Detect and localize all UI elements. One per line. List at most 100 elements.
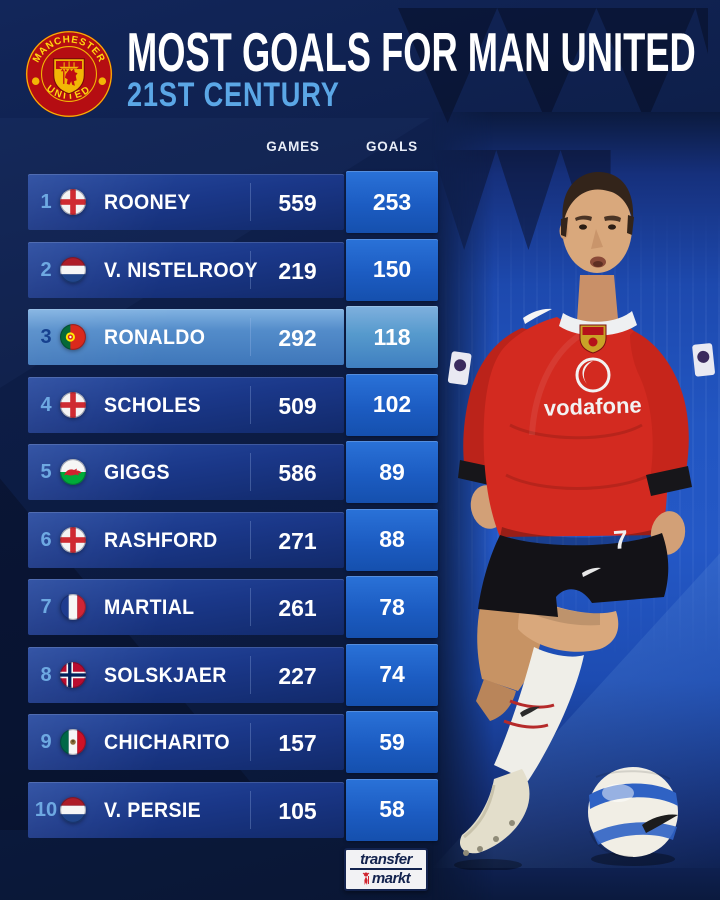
player-name: SOLSKJAER: [104, 663, 227, 687]
logo-divider: [350, 868, 422, 870]
table-row: 3 RONALDO 292 118: [28, 306, 440, 368]
flag-england-icon: [60, 189, 86, 215]
table-row: 2 V. NISTELROOY 219 150: [28, 238, 440, 301]
shirt-sponsor-logo: vodafone: [543, 357, 642, 421]
svg-text:vodafone: vodafone: [543, 392, 642, 420]
column-divider: [250, 318, 251, 356]
player-name: SCHOLES: [104, 393, 202, 417]
table-rows: 1 ROONEY 559 253 2 V. NISTELROOY 219 150 3 RONALD…: [28, 171, 440, 844]
goals-value: 78: [379, 593, 405, 620]
player-name: RONALDO: [104, 326, 206, 349]
goals-value-box: 118: [346, 306, 438, 368]
goals-value: 59: [379, 728, 405, 755]
goals-value-box: 89: [346, 441, 438, 503]
nation-flag: [60, 324, 86, 350]
transfermarkt-logo-line1: transfer: [360, 851, 412, 868]
goals-value: 253: [372, 188, 412, 215]
flag-norway-icon: [60, 661, 86, 688]
column-divider: [250, 453, 251, 491]
manchester-united-crest: MANCHESTER UNITED: [25, 30, 113, 118]
goals-value: 88: [379, 526, 405, 552]
rank-label: 4: [40, 393, 52, 416]
player-name: CHICHARITO: [104, 731, 230, 754]
goals-value: 89: [379, 458, 405, 485]
table-row: 1 ROONEY 559 253: [28, 171, 440, 233]
goals-value-box: 78: [346, 576, 438, 638]
games-value: 227: [278, 662, 317, 689]
column-divider: [250, 183, 251, 221]
nation-flag: [60, 594, 86, 620]
column-divider: [250, 385, 251, 424]
goals-value-box: 59: [346, 711, 438, 773]
column-divider: [250, 790, 251, 829]
devil-mascot-icon: [362, 872, 370, 885]
table-row: 7 MARTIAL 261 78: [28, 576, 440, 638]
column-header-goals: GOALS: [365, 139, 418, 154]
games-value: 261: [278, 595, 317, 621]
games-value: 219: [278, 257, 317, 284]
rank-label: 7: [40, 596, 52, 618]
flag-france-icon: [60, 594, 86, 620]
table-row: 6 RASHFORD 271 88: [28, 508, 440, 571]
flag-mexico-icon: [60, 729, 86, 755]
nike-swoosh-icon: [523, 308, 552, 324]
games-value: 105: [278, 797, 317, 824]
page-title: MOST GOALS FOR MAN UNITED: [127, 21, 696, 83]
nation-flag: [60, 526, 86, 553]
table-row: 10 V. PERSIE 105 58: [28, 778, 440, 841]
premier-league-badge: [692, 343, 715, 377]
games-value: 271: [278, 527, 317, 554]
table-row: 4 SCHOLES 509 102: [28, 373, 440, 436]
goals-value-box: 150: [346, 238, 438, 301]
transfermarkt-logo: transfer markt: [344, 848, 428, 891]
nation-flag: [60, 661, 86, 688]
player-name: MARTIAL: [104, 596, 195, 619]
column-divider: [250, 723, 251, 761]
column-divider: [250, 250, 251, 289]
player-name: ROONEY: [104, 191, 191, 214]
flag-england-icon: [60, 391, 86, 418]
rank-label: 1: [40, 191, 52, 213]
games-value: 559: [278, 190, 317, 216]
player-photo: vodafone 7: [447, 171, 715, 870]
shirt-number: 7: [612, 524, 629, 555]
nation-flag: [60, 391, 86, 418]
rank-label: 2: [40, 258, 52, 281]
games-value: 292: [278, 325, 317, 351]
nation-flag: [60, 256, 86, 283]
column-divider: [250, 520, 251, 559]
rank-label: 6: [40, 528, 52, 551]
goals-value: 74: [379, 661, 405, 687]
transfermarkt-logo-line2: markt: [371, 870, 411, 887]
goals-value: 150: [372, 256, 412, 282]
shirt-crest: [579, 324, 607, 354]
row-background: [28, 174, 344, 230]
games-value: 586: [278, 460, 317, 486]
flag-wales-icon: [60, 459, 86, 485]
nation-flag: [60, 729, 86, 755]
football: [588, 767, 678, 858]
flag-netherlands-icon: [60, 256, 86, 283]
player-name: V. PERSIE: [104, 798, 202, 822]
rank-label: 10: [34, 798, 58, 821]
column-header-games: GAMES: [266, 139, 320, 154]
goals-value: 58: [379, 796, 405, 822]
player-name: RASHFORD: [104, 528, 218, 552]
player-name: GIGGS: [104, 461, 170, 484]
column-divider: [250, 588, 251, 626]
flag-netherlands-icon: [60, 796, 86, 823]
goals-value: 102: [372, 391, 412, 417]
nation-flag: [60, 459, 86, 485]
table-row: 9 CHICHARITO 157 59: [28, 711, 440, 773]
rank-label: 3: [40, 326, 52, 348]
column-divider: [250, 655, 251, 694]
goals-value-box: 58: [346, 778, 438, 841]
games-value: 157: [278, 730, 317, 756]
flag-england-icon: [60, 526, 86, 553]
premier-league-badge: [447, 351, 472, 386]
games-value: 509: [278, 392, 317, 419]
goals-value-box: 74: [346, 643, 438, 706]
goals-value-box: 102: [346, 373, 438, 436]
goals-value: 118: [373, 323, 411, 350]
